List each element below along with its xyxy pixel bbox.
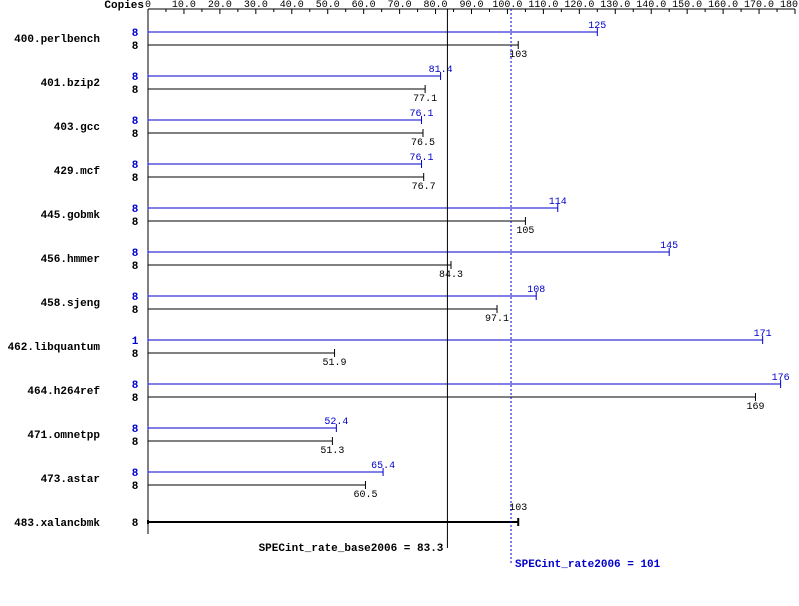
copies-peak: 1 bbox=[132, 336, 139, 348]
value-label-peak: 145 bbox=[660, 241, 678, 252]
value-label-peak: 125 bbox=[588, 21, 606, 32]
value-label-base: 105 bbox=[516, 226, 534, 237]
value-label-base: 103 bbox=[509, 50, 527, 61]
x-axis-tick-label: 110.0 bbox=[528, 0, 558, 11]
copies-base: 8 bbox=[132, 437, 139, 449]
benchmark-label: 464.h264ref bbox=[27, 386, 100, 398]
reference-label-peak: SPECint_rate2006 = 101 bbox=[515, 559, 661, 571]
value-label-peak: 76.1 bbox=[410, 153, 434, 164]
copies-base: 8 bbox=[132, 305, 139, 317]
copies-peak: 8 bbox=[132, 160, 139, 172]
copies-base: 8 bbox=[132, 481, 139, 493]
copies-peak: 8 bbox=[132, 468, 139, 480]
copies-base: 8 bbox=[132, 173, 139, 185]
x-axis-tick-label: 140.0 bbox=[636, 0, 666, 11]
x-axis-tick-label: 120.0 bbox=[564, 0, 594, 11]
x-axis-tick-label: 170.0 bbox=[744, 0, 774, 11]
copies-header: Copies bbox=[104, 0, 144, 12]
x-axis-tick-label: 150.0 bbox=[672, 0, 702, 11]
x-axis-tick-label: 60.0 bbox=[352, 0, 376, 11]
benchmark-label: 462.libquantum bbox=[8, 342, 101, 354]
value-label-base: 76.7 bbox=[412, 182, 436, 193]
value-label-base: 51.3 bbox=[320, 446, 344, 457]
copies-base: 8 bbox=[132, 217, 139, 229]
value-label-base: 77.1 bbox=[413, 94, 437, 105]
benchmark-label: 429.mcf bbox=[54, 166, 101, 178]
benchmark-label: 483.xalancbmk bbox=[14, 518, 100, 530]
x-axis-tick-label: 160.0 bbox=[708, 0, 738, 11]
benchmark-label: 473.astar bbox=[41, 474, 100, 486]
copies-base: 8 bbox=[132, 129, 139, 141]
copies-peak: 8 bbox=[132, 72, 139, 84]
benchmark-label: 445.gobmk bbox=[41, 210, 101, 222]
x-axis-tick-label: 40.0 bbox=[280, 0, 304, 11]
x-axis-tick-label: 50.0 bbox=[316, 0, 340, 11]
copies-peak: 8 bbox=[132, 380, 139, 392]
value-label-base: 84.3 bbox=[439, 270, 463, 281]
x-axis-tick-label: 100.0 bbox=[492, 0, 522, 11]
benchmark-label: 401.bzip2 bbox=[41, 78, 100, 90]
benchmark-label: 456.hmmer bbox=[41, 254, 100, 266]
copies-base: 8 bbox=[132, 85, 139, 97]
value-label-base: 51.9 bbox=[323, 358, 347, 369]
benchmark-label: 403.gcc bbox=[54, 122, 100, 134]
copies-peak: 8 bbox=[132, 424, 139, 436]
value-label-peak: 176 bbox=[772, 373, 790, 384]
copies-peak: 8 bbox=[132, 248, 139, 260]
x-axis-tick-label: 90.0 bbox=[459, 0, 483, 11]
value-label-base: 97.1 bbox=[485, 314, 509, 325]
value-label-peak: 108 bbox=[527, 285, 545, 296]
x-axis-tick-label: 130.0 bbox=[600, 0, 630, 11]
value-label-base: 103 bbox=[509, 503, 527, 514]
reference-label-base: SPECint_rate_base2006 = 83.3 bbox=[259, 543, 444, 555]
value-label-peak: 65.4 bbox=[371, 461, 395, 472]
x-axis-tick-label: 30.0 bbox=[244, 0, 268, 11]
x-axis-tick-label: 70.0 bbox=[388, 0, 412, 11]
copies-peak: 8 bbox=[132, 116, 139, 128]
copies-peak: 8 bbox=[132, 292, 139, 304]
value-label-peak: 52.4 bbox=[324, 417, 348, 428]
value-label-base: 169 bbox=[746, 402, 764, 413]
value-label-peak: 171 bbox=[754, 329, 772, 340]
copies-base: 8 bbox=[132, 261, 139, 273]
x-axis-tick-label: 20.0 bbox=[208, 0, 232, 11]
x-axis-tick-label: 180.0 bbox=[780, 0, 799, 11]
value-label-peak: 81.4 bbox=[429, 65, 453, 76]
copies-base: 8 bbox=[132, 393, 139, 405]
copies-peak: 8 bbox=[132, 28, 139, 40]
value-label-base: 60.5 bbox=[353, 490, 377, 501]
copies-base: 8 bbox=[132, 349, 139, 361]
copies-base: 8 bbox=[132, 41, 139, 53]
benchmark-label: 471.omnetpp bbox=[27, 430, 100, 442]
benchmark-label: 400.perlbench bbox=[14, 34, 100, 46]
x-axis-tick-label: 80.0 bbox=[424, 0, 448, 11]
copies-base: 8 bbox=[132, 518, 139, 530]
benchmark-label: 458.sjeng bbox=[41, 298, 100, 310]
x-axis-tick-label: 10.0 bbox=[172, 0, 196, 11]
copies-peak: 8 bbox=[132, 204, 139, 216]
value-label-base: 76.5 bbox=[411, 138, 435, 149]
value-label-peak: 114 bbox=[549, 197, 567, 208]
value-label-peak: 76.1 bbox=[410, 109, 434, 120]
